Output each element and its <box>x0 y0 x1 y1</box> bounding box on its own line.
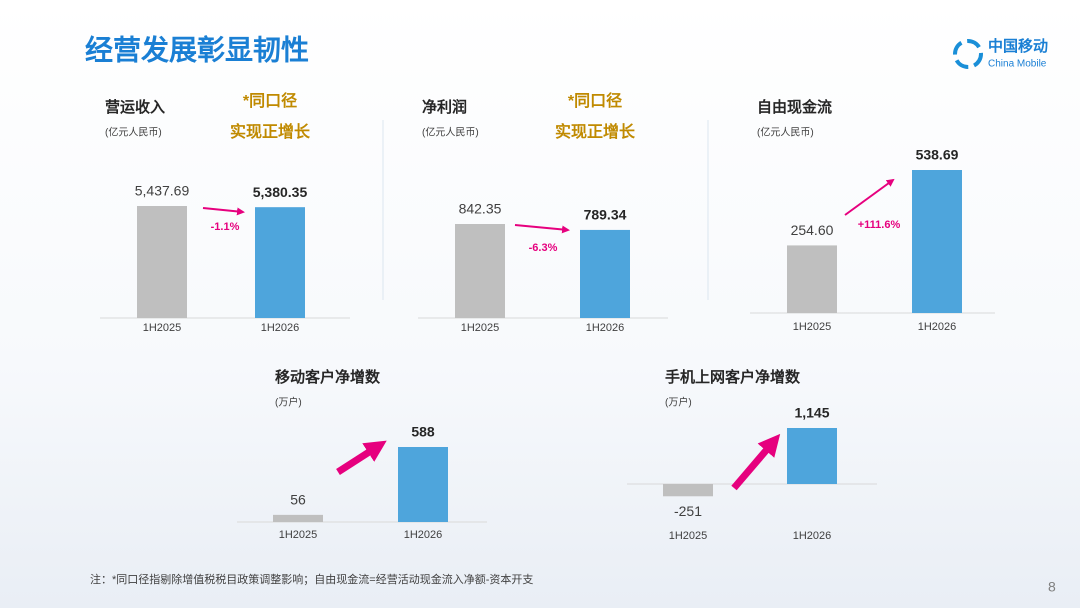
annotation: 实现正增长 <box>555 122 636 141</box>
bar <box>137 206 187 318</box>
value-label: 56 <box>290 492 306 508</box>
x-tick-label: 1H2025 <box>143 322 182 334</box>
arrow <box>514 224 570 234</box>
bar <box>912 170 962 313</box>
chart-subtitle: (万户) <box>275 396 302 409</box>
bar <box>398 447 448 522</box>
annotation: 实现正增长 <box>230 122 311 141</box>
x-tick-label: 1H2026 <box>261 322 300 334</box>
value-label: 588 <box>411 424 435 440</box>
arrow <box>202 207 245 216</box>
bar <box>273 514 323 522</box>
value-label: 5,380.35 <box>253 184 308 200</box>
chart-title: 净利润 <box>422 98 467 116</box>
value-label: 789.34 <box>584 207 627 223</box>
x-tick-label: 1H2026 <box>918 321 957 333</box>
value-label: 1,145 <box>794 405 829 421</box>
logo: 中国移动 China Mobile <box>953 37 1048 70</box>
bar <box>255 207 305 318</box>
x-tick-label: 1H2026 <box>404 529 443 541</box>
chart-subtitle: (亿元人民币) <box>105 126 162 139</box>
bar <box>455 224 505 318</box>
value-label: 5,437.69 <box>135 183 190 199</box>
logo-en: China Mobile <box>988 59 1047 70</box>
value-label: 254.60 <box>791 222 834 238</box>
x-tick-label: 1H2026 <box>586 322 625 334</box>
bar <box>787 245 837 313</box>
change-label: -1.1% <box>211 221 240 233</box>
chart-title: 移动客户净增数 <box>275 368 381 386</box>
logo-cn: 中国移动 <box>988 37 1048 55</box>
arrow <box>731 433 781 491</box>
x-tick-label: 1H2025 <box>461 322 500 334</box>
chart-title: 手机上网客户净增数 <box>665 368 801 386</box>
logo-mark <box>953 39 983 69</box>
chart-subtitle: (万户) <box>665 396 692 409</box>
x-tick-label: 1H2025 <box>793 321 832 333</box>
chart-subtitle: (亿元人民币) <box>757 126 814 139</box>
annotation: *同口径 <box>568 91 622 110</box>
chart-subtitle: (亿元人民币) <box>422 126 479 139</box>
x-tick-label: 1H2025 <box>279 529 318 541</box>
bar <box>580 229 630 318</box>
page-number: 8 <box>1048 579 1056 595</box>
value-label: -251 <box>674 503 702 519</box>
x-tick-label: 1H2025 <box>669 530 708 542</box>
change-label: -6.3% <box>529 242 558 254</box>
arrow <box>336 440 387 475</box>
arrow <box>844 178 895 216</box>
x-tick-label: 1H2026 <box>793 530 832 542</box>
value-label: 842.35 <box>459 201 502 217</box>
chart-title: 营运收入 <box>105 98 165 116</box>
bar <box>787 428 837 484</box>
footnote: 注：*同口径指剔除增值税税目政策调整影响；自由现金流=经营活动现金流入净额-资本… <box>90 572 533 586</box>
chart-title: 自由现金流 <box>757 98 832 116</box>
value-label: 538.69 <box>916 147 959 163</box>
change-label: +111.6% <box>858 219 901 231</box>
bar <box>663 484 713 497</box>
slide-title: 经营发展彰显韧性 <box>85 33 309 65</box>
annotation: *同口径 <box>243 91 297 110</box>
